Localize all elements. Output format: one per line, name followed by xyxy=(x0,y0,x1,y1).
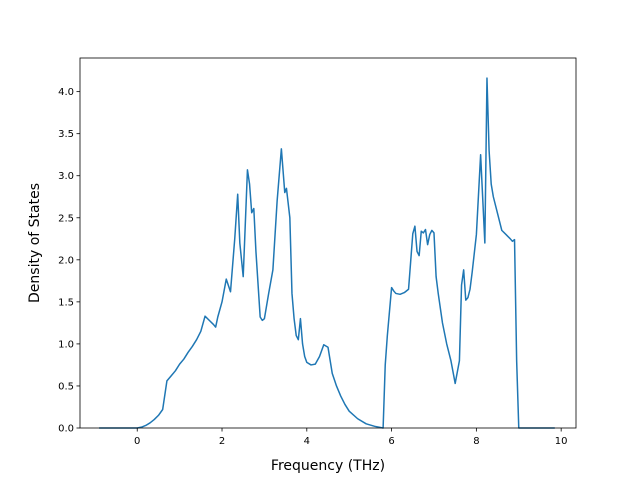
x-tick-label: 4 xyxy=(304,436,310,447)
y-axis-label: Density of States xyxy=(27,183,43,303)
y-tick-label: 1.5 xyxy=(58,297,74,308)
x-tick-label: 8 xyxy=(473,436,479,447)
plot-area xyxy=(99,77,555,429)
y-tick-label: 3.0 xyxy=(58,171,74,182)
series-line-0 xyxy=(99,77,555,429)
x-tick-label: 6 xyxy=(388,436,394,447)
y-tick-label: 0.5 xyxy=(58,381,74,392)
y-tick-label: 2.5 xyxy=(58,213,74,224)
y-tick-label: 0.0 xyxy=(58,424,74,435)
y-tick-label: 3.5 xyxy=(58,129,74,140)
x-tick-label: 10 xyxy=(555,436,568,447)
y-tick-label: 1.0 xyxy=(58,339,74,350)
y-tick-label: 4.0 xyxy=(58,87,74,98)
x-tick-label: 2 xyxy=(219,436,225,447)
x-tick-label: 0 xyxy=(134,436,140,447)
y-axis-ticks: 0.0 0.5 1.0 1.5 2.0 2.5 3.0 3.5 4.0 xyxy=(58,87,80,435)
axes-frame xyxy=(79,57,577,429)
x-axis-label: Frequency (THz) xyxy=(271,458,385,474)
y-tick-label: 2.0 xyxy=(58,255,74,266)
x-axis-ticks: 0 2 4 6 8 10 xyxy=(134,428,568,447)
